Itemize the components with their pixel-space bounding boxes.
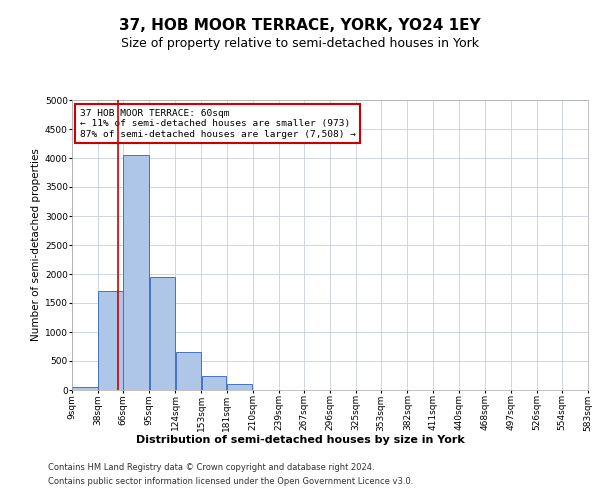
Bar [202, 376, 226, 390]
Text: Size of property relative to semi-detached houses in York: Size of property relative to semi-detach… [121, 38, 479, 51]
Bar [149, 277, 175, 390]
Y-axis label: Number of semi-detached properties: Number of semi-detached properties [31, 148, 41, 342]
Bar [176, 352, 201, 390]
Bar [98, 292, 123, 390]
Text: Contains HM Land Registry data © Crown copyright and database right 2024.: Contains HM Land Registry data © Crown c… [48, 462, 374, 471]
Bar [124, 155, 149, 390]
Text: Distribution of semi-detached houses by size in York: Distribution of semi-detached houses by … [136, 435, 464, 445]
Text: Contains public sector information licensed under the Open Government Licence v3: Contains public sector information licen… [48, 478, 413, 486]
Text: 37, HOB MOOR TERRACE, YORK, YO24 1EY: 37, HOB MOOR TERRACE, YORK, YO24 1EY [119, 18, 481, 32]
Bar [227, 384, 253, 390]
Text: 37 HOB MOOR TERRACE: 60sqm
← 11% of semi-detached houses are smaller (973)
87% o: 37 HOB MOOR TERRACE: 60sqm ← 11% of semi… [80, 108, 356, 138]
Bar [72, 387, 98, 390]
